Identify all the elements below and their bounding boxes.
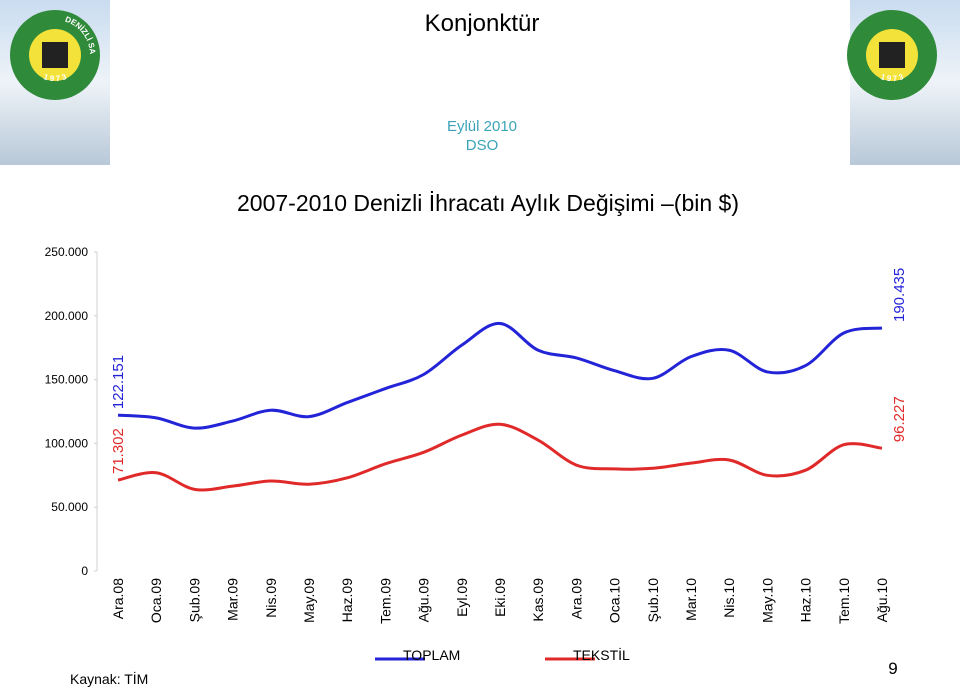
x-tick-label: May.09 bbox=[301, 578, 317, 623]
data-label: 96.227 bbox=[891, 396, 908, 442]
data-label: 122.151 bbox=[110, 355, 127, 409]
y-tick-label: 200.000 bbox=[45, 309, 89, 323]
x-tick-label: Nis.09 bbox=[263, 578, 279, 618]
y-tick-label: 50.000 bbox=[51, 500, 88, 514]
x-tick-label: Ağu.09 bbox=[416, 578, 432, 623]
x-tick-label: Tem.09 bbox=[377, 578, 393, 624]
data-label: 190.435 bbox=[891, 268, 908, 322]
x-tick-label: Haz.09 bbox=[339, 578, 355, 623]
y-tick-label: 100.000 bbox=[45, 436, 89, 450]
legend-label: TEKSTİL bbox=[573, 646, 630, 663]
x-tick-label: Mar.09 bbox=[225, 578, 241, 621]
x-tick-label: Mar.10 bbox=[683, 578, 699, 621]
logo-year: 1 9 7 3 bbox=[879, 72, 905, 83]
y-tick-label: 150.000 bbox=[45, 373, 89, 387]
logo-year: 1 9 7 3 bbox=[42, 72, 68, 83]
x-tick-label: Ara.08 bbox=[110, 578, 126, 619]
x-tick-label: Eyl.09 bbox=[454, 578, 470, 617]
x-tick-label: Kas.09 bbox=[530, 578, 546, 622]
x-tick-label: May.10 bbox=[759, 578, 775, 623]
date: Eylül 2010 bbox=[447, 118, 517, 135]
x-tick-label: Şub.09 bbox=[186, 578, 202, 623]
y-tick-label: 0 bbox=[81, 564, 88, 578]
x-tick-label: Ara.09 bbox=[568, 578, 584, 619]
chart-title: 2007-2010 Denizli İhracatı Aylık Değişim… bbox=[237, 190, 739, 216]
page-number: 9 bbox=[888, 659, 897, 678]
slide-title: Konjonktür bbox=[425, 10, 540, 37]
line-series bbox=[117, 321, 883, 430]
x-tick-label: Oca.10 bbox=[607, 578, 623, 623]
line-series bbox=[117, 422, 883, 492]
x-tick-label: Nis.10 bbox=[721, 578, 737, 618]
logo-right bbox=[847, 0, 960, 165]
data-label: 71.302 bbox=[110, 428, 127, 474]
x-tick-label: Şub.10 bbox=[645, 578, 661, 623]
plot: 0 50.000 100.000 150.000 200.000 250.000 Ara.0… bbox=[45, 245, 908, 663]
source: Kaynak: TİM bbox=[70, 670, 148, 687]
x-tick-label: Oca.09 bbox=[148, 578, 164, 623]
org: DSO bbox=[466, 137, 499, 154]
x-tick-label: Eki.09 bbox=[492, 578, 508, 617]
x-tick-label: Tem.10 bbox=[836, 578, 852, 624]
x-tick-label: Ağu.10 bbox=[874, 578, 890, 623]
logo-left bbox=[0, 0, 110, 165]
x-tick-label: Haz.10 bbox=[798, 578, 814, 623]
legend-label: TOPLAM bbox=[403, 647, 460, 663]
y-tick-label: 250.000 bbox=[45, 245, 89, 259]
